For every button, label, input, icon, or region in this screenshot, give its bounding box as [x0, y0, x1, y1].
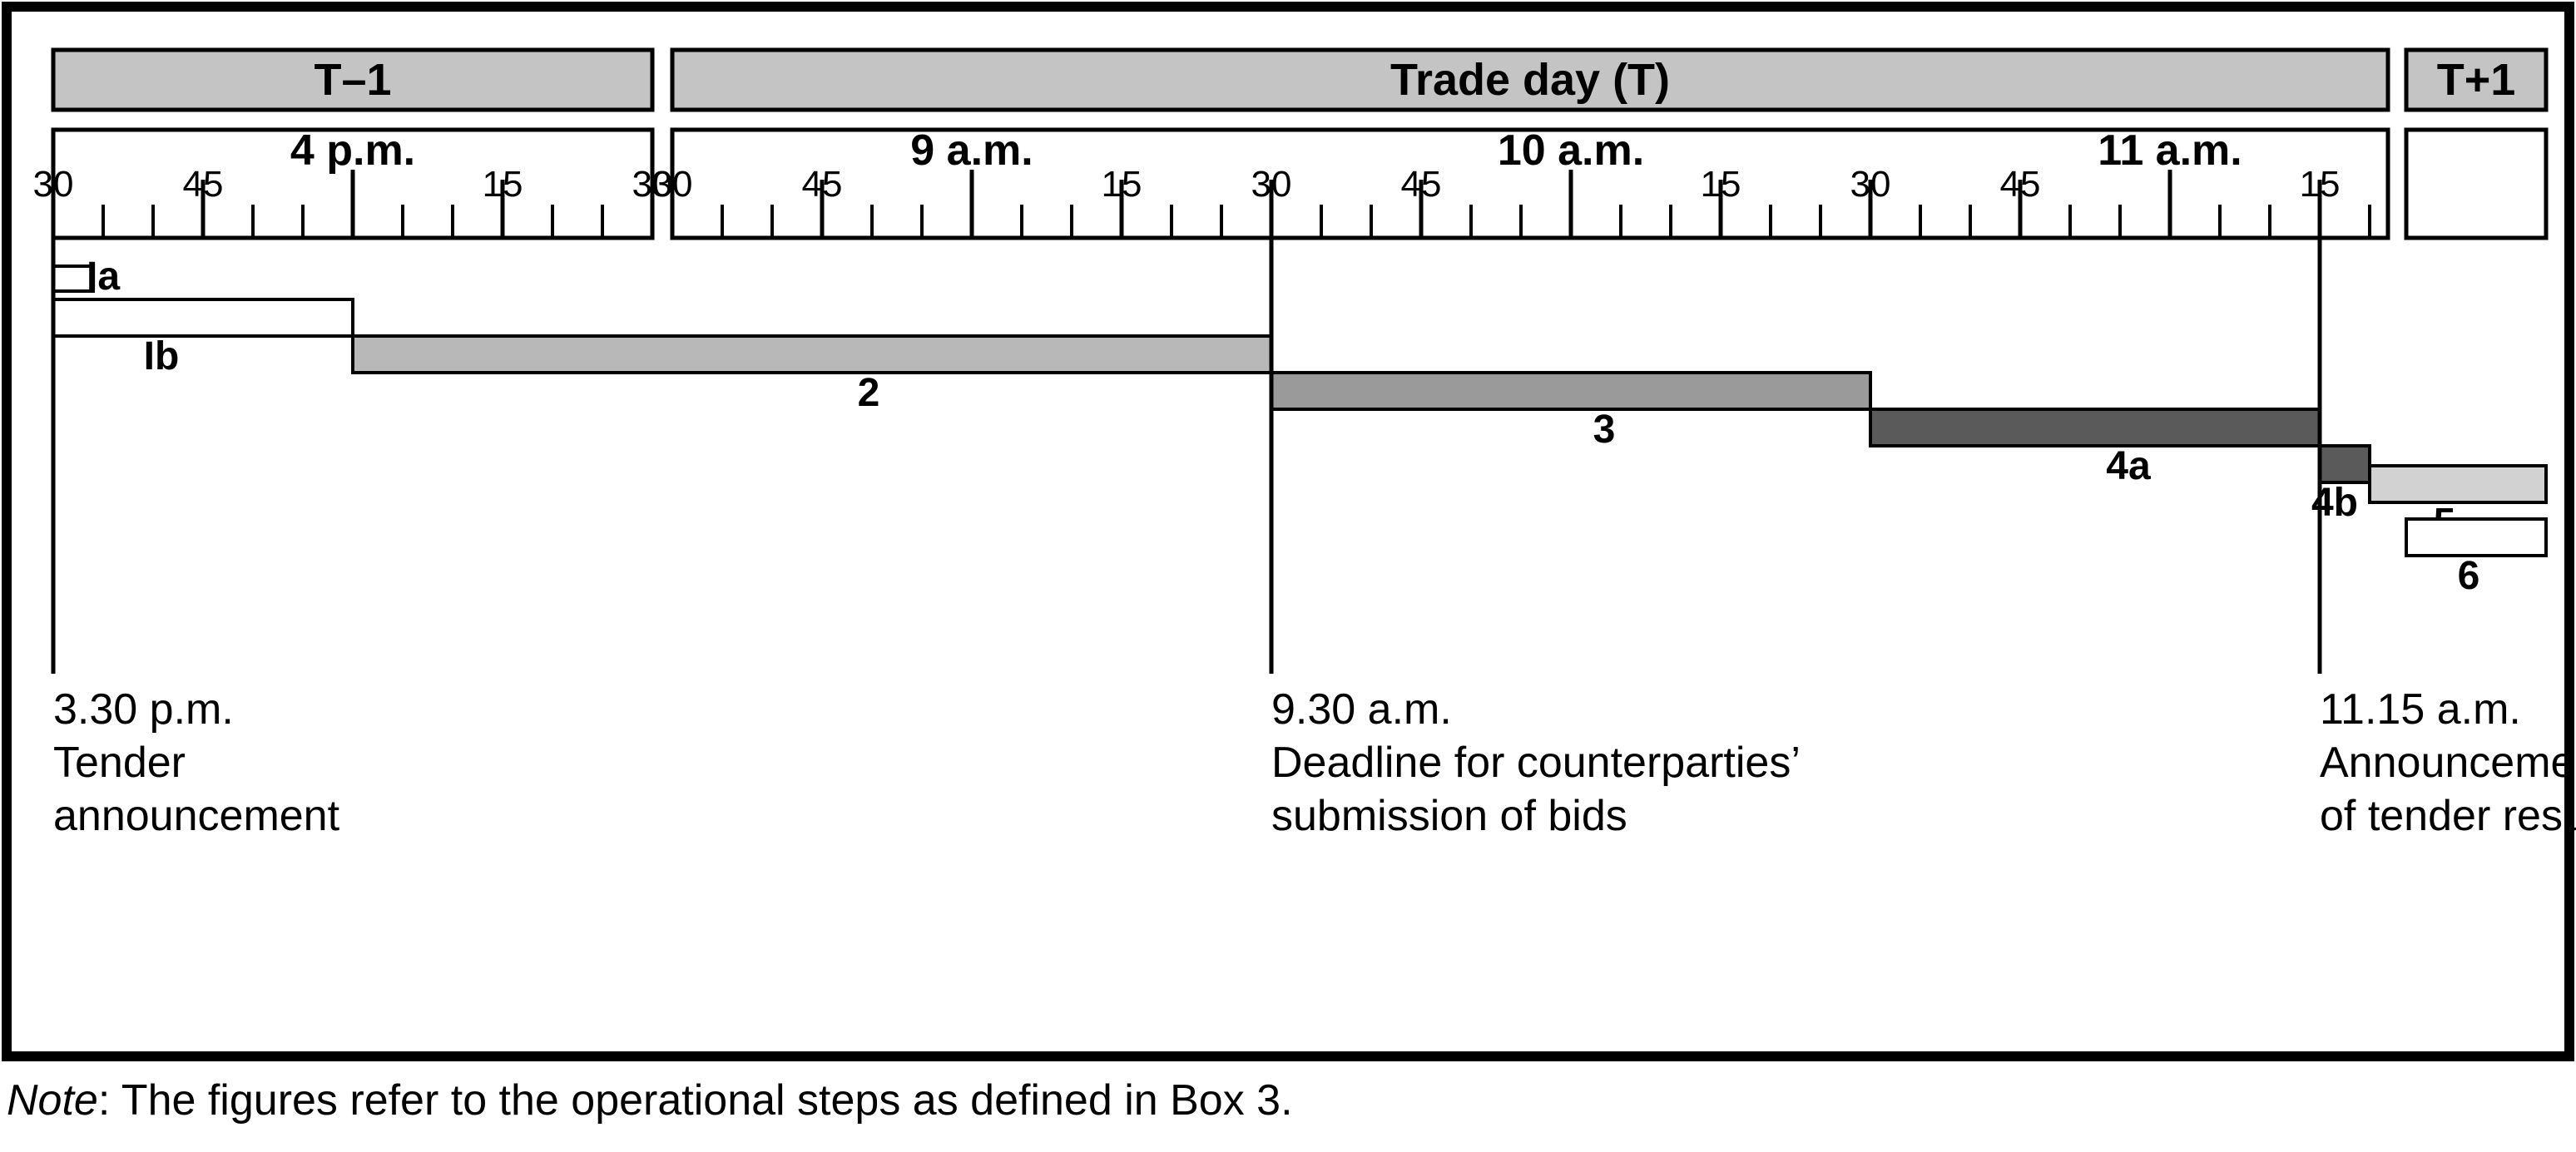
bar_ia-label: Ia — [87, 255, 120, 299]
hour-label: 4 p.m. — [290, 126, 415, 175]
bar_ib — [53, 299, 353, 336]
bar_4b — [2320, 446, 2370, 482]
timeline-diagram: T–1 Trade day (T) T+1 4 p.m. 30 45 15 30 9 a.m. 1… — [0, 0, 2576, 1152]
tick-label: 30 — [652, 164, 693, 205]
h_tminus1-label: T–1 — [314, 55, 391, 105]
footnote: Note: The figures refer to the operation… — [7, 1076, 1293, 1125]
bar_6 — [2406, 519, 2546, 556]
callout_930-time: 9.30 a.m. — [1271, 685, 1452, 734]
tick-label: 30 — [33, 164, 74, 205]
bar_4a — [1870, 409, 2320, 446]
tick-label: 15 — [1102, 164, 1142, 205]
bar_2 — [353, 336, 1271, 373]
bar_6-label: 6 — [2458, 554, 2480, 598]
tick-label: 45 — [802, 164, 843, 205]
callout_1115-time: 11.15 a.m. — [2320, 685, 2521, 734]
hour-label: 9 a.m. — [910, 126, 1033, 175]
callout_1115-desc: Announcement — [2320, 739, 2576, 787]
hour-label: 11 a.m. — [2098, 126, 2242, 175]
h_tplus1-label: T+1 — [2437, 55, 2516, 105]
tick-label: 15 — [2300, 164, 2341, 205]
tick-label: 45 — [1401, 164, 1442, 205]
bar_5 — [2370, 466, 2546, 502]
tick-label: 45 — [2000, 164, 2041, 205]
tick-label: 45 — [183, 164, 224, 205]
tick-label: 15 — [483, 164, 523, 205]
callout_1115-desc: of tender results — [2320, 792, 2576, 840]
callout_330-desc: Tender — [53, 739, 186, 787]
ruler_tplus1 — [2406, 130, 2546, 238]
tick-label: 15 — [1701, 164, 1741, 205]
bar_3-label: 3 — [1593, 408, 1616, 452]
callout_930-desc: Deadline for counterparties’ — [1271, 739, 1801, 787]
bar_3 — [1271, 373, 1870, 409]
callout_330-desc: announcement — [53, 792, 340, 840]
tick-label: 30 — [1850, 164, 1891, 205]
bar_2-label: 2 — [858, 371, 880, 415]
bar_4a-label: 4a — [2106, 444, 2151, 488]
callout_330-time: 3.30 p.m. — [53, 685, 234, 734]
tick-label: 30 — [1251, 164, 1292, 205]
h_tradeday-label: Trade day (T) — [1390, 55, 1670, 105]
callout_930-desc: submission of bids — [1271, 792, 1627, 840]
hour-label: 10 a.m. — [1498, 126, 1644, 175]
bar_ib-label: Ib — [144, 334, 180, 378]
